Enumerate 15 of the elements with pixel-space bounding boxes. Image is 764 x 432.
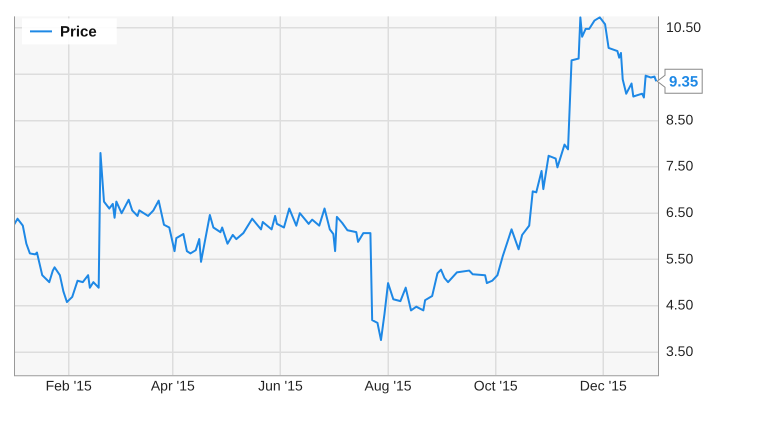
y-tick-label: 3.50 [666, 342, 694, 359]
y-tick-label: 8.50 [666, 111, 694, 128]
x-tick-label: Oct '15 [474, 377, 518, 394]
y-tick-label: 7.50 [666, 158, 694, 174]
y-tick-label: 6.50 [666, 204, 694, 220]
x-tick-label: Feb '15 [46, 377, 92, 394]
x-tick-label: Jun '15 [258, 377, 303, 394]
x-tick-label: Dec '15 [580, 377, 628, 394]
y-tick-label: 5.50 [666, 250, 694, 266]
y-tick-label: 10.50 [666, 18, 702, 35]
legend-label: Price [60, 24, 97, 41]
x-tick-label: Aug '15 [364, 377, 412, 394]
x-tick-label: Apr '15 [150, 377, 195, 394]
annotation: 9.35 [669, 73, 698, 90]
y-tick-label: 4.50 [666, 296, 694, 313]
